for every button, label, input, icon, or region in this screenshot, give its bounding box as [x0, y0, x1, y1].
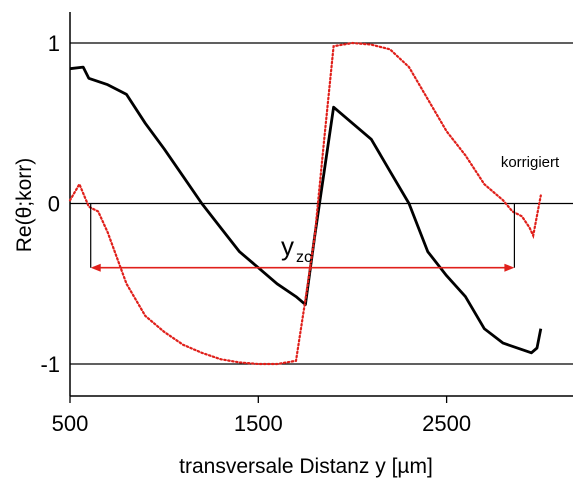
- reference-lines: [70, 42, 573, 365]
- y-tick-label: 1: [48, 31, 60, 56]
- series-line-corrected: [68, 41, 542, 366]
- x-tick-label: 2500: [422, 411, 471, 436]
- yzc-label: y: [281, 231, 294, 261]
- x-tick-label: 1500: [234, 411, 283, 436]
- y-tick-label: -1: [40, 352, 60, 377]
- chart-plot-area: 1 0 -1 500 1500 2500 korrigiert y zc: [40, 12, 573, 436]
- x-axis-label: transversale Distanz y [µm]: [179, 455, 433, 478]
- annotation-layer: korrigiert y zc: [90, 154, 560, 272]
- yzc-arrowhead-right: [504, 263, 515, 272]
- series-label-korrigiert: korrigiert: [501, 154, 560, 171]
- x-tick-labels: 500 1500 2500: [52, 411, 471, 436]
- yzc-label-subscript: zc: [296, 249, 312, 266]
- x-tick-label: 500: [52, 411, 89, 436]
- yzc-arrowhead-left: [90, 263, 101, 272]
- series-layer: [68, 41, 543, 366]
- y-axis-label: Re(θ;korr): [13, 158, 36, 253]
- y-tick-label: 0: [48, 192, 60, 217]
- y-tick-labels: 1 0 -1: [40, 31, 60, 377]
- x-tick-marks: [69, 396, 448, 403]
